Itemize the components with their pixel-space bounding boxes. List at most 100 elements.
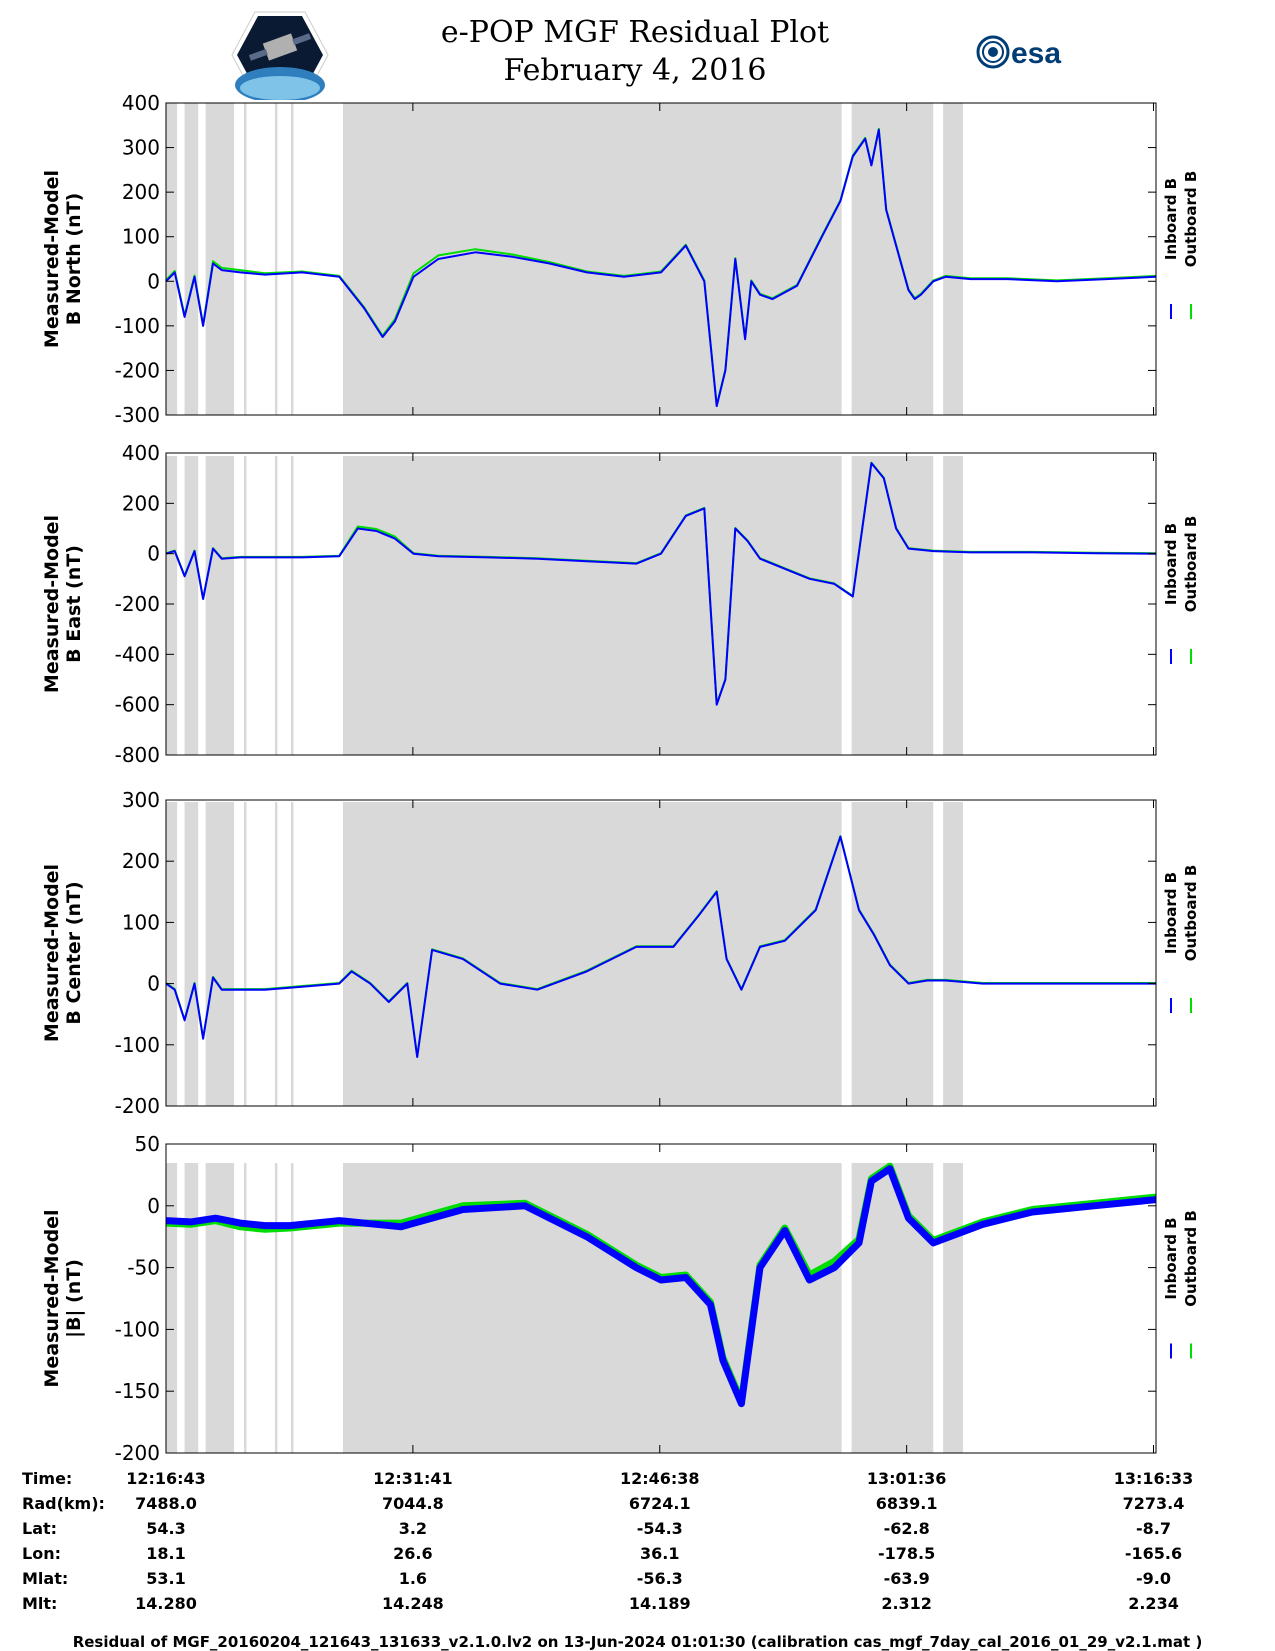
info-cell: -62.8	[884, 1519, 930, 1538]
info-cell: -9.0	[1136, 1569, 1171, 1588]
shaded-span	[943, 1163, 963, 1453]
shaded-span	[166, 103, 178, 415]
y-axis-label-line2: B East (nT)	[63, 545, 85, 663]
y-tick-label: 0	[147, 542, 160, 566]
y-tick-label: 100	[122, 910, 160, 934]
info-cell: 3.2	[399, 1519, 427, 1538]
legend-inboard-label: Inboard B	[1162, 178, 1180, 260]
info-cell: 6724.1	[629, 1494, 691, 1513]
y-tick-label: 200	[122, 180, 160, 204]
info-row-label: Rad(km):	[22, 1494, 105, 1513]
info-cell: 14.280	[135, 1594, 197, 1613]
inboard-series-line	[165, 462, 1157, 706]
shaded-span	[184, 1163, 199, 1453]
shaded-span	[851, 802, 934, 1106]
y-axis-label-line1: Measured-Model	[41, 515, 63, 693]
shaded-span	[205, 1163, 235, 1453]
y-tick-label: 0	[147, 1194, 160, 1218]
y-tick-label: -100	[115, 1033, 160, 1057]
shaded-span	[342, 1163, 842, 1453]
shaded-span	[166, 802, 178, 1106]
info-cell: 26.6	[393, 1544, 432, 1563]
axes-box	[165, 1143, 1157, 1454]
info-cell: 12:16:43	[126, 1469, 206, 1488]
y-tick-label: -50	[127, 1256, 160, 1280]
shaded-span	[166, 1163, 178, 1453]
info-cell: 53.1	[146, 1569, 185, 1588]
axes-box	[165, 102, 1157, 416]
info-cell: -54.3	[637, 1519, 683, 1538]
legend-outboard-label: Outboard B	[1182, 865, 1200, 962]
title-line: e-POP MGF Residual Plot	[440, 15, 830, 50]
info-cell: -56.3	[637, 1569, 683, 1588]
info-row-label: Lat:	[22, 1519, 57, 1538]
y-tick-label: 300	[122, 788, 160, 812]
y-tick-label: -100	[115, 1317, 160, 1341]
info-cell: 13:01:36	[867, 1469, 947, 1488]
y-tick-label: -600	[115, 693, 160, 717]
y-axis-label-line2: B North (nT)	[63, 193, 85, 326]
info-row-label: Lon:	[22, 1544, 61, 1563]
shaded-span	[290, 1163, 294, 1453]
shaded-span	[184, 456, 199, 755]
y-axis-label-line1: Measured-Model	[41, 1209, 63, 1387]
legend-inboard-label: Inboard B	[1162, 872, 1180, 954]
info-cell: 1.6	[399, 1569, 427, 1588]
info-cell: 2.234	[1128, 1594, 1179, 1613]
info-cell: 6839.1	[876, 1494, 938, 1513]
info-cell: 14.248	[382, 1594, 444, 1613]
info-cell: 36.1	[640, 1544, 679, 1563]
info-cell: 7044.8	[382, 1494, 444, 1513]
esa-logo: esa	[976, 35, 1061, 70]
info-cell: -63.9	[884, 1569, 930, 1588]
y-axis-label-line2: |B| (nT)	[63, 1259, 85, 1338]
y-tick-label: 200	[122, 849, 160, 873]
shaded-span	[184, 802, 199, 1106]
shaded-span	[205, 456, 235, 755]
plot-title: e-POP MGF Residual Plot February 4, 2016	[430, 14, 840, 90]
y-axis-label-line1: Measured-Model	[41, 170, 63, 348]
legend-inboard-label: Inboard B	[1162, 523, 1180, 605]
esa-logo-text: esa	[1011, 37, 1061, 70]
info-cell: 18.1	[146, 1544, 185, 1563]
legend-inboard-label: Inboard B	[1162, 1217, 1180, 1299]
shaded-span	[274, 103, 278, 415]
legend-outboard-label: Outboard B	[1182, 1210, 1200, 1307]
shaded-span	[290, 456, 294, 755]
shaded-span	[290, 802, 294, 1106]
info-cell: -8.7	[1136, 1519, 1171, 1538]
y-axis-label-line1: Measured-Model	[41, 864, 63, 1042]
inboard-series-line	[165, 1165, 1157, 1408]
legend-outboard-label: Outboard B	[1182, 171, 1200, 268]
shaded-span	[851, 103, 934, 415]
info-cell: 54.3	[146, 1519, 185, 1538]
y-tick-label: -200	[115, 592, 160, 616]
y-tick-label: 0	[147, 972, 160, 996]
date-line: February 4, 2016	[503, 53, 767, 88]
y-tick-label: -200	[115, 1441, 160, 1465]
shaded-span	[274, 1163, 278, 1453]
shaded-span	[851, 456, 934, 755]
footer-caption: Residual of MGF_20160204_121643_131633_v…	[72, 1633, 1203, 1651]
y-tick-label: -150	[115, 1379, 160, 1403]
shaded-span	[943, 103, 963, 415]
shaded-span	[943, 456, 963, 755]
shaded-span	[166, 456, 178, 755]
info-row-label: Mlat:	[22, 1569, 68, 1588]
shaded-span	[342, 802, 842, 1106]
y-tick-label: 200	[122, 491, 160, 515]
legend-outboard-label: Outboard B	[1182, 516, 1200, 613]
shaded-span	[243, 456, 247, 755]
shaded-span	[943, 802, 963, 1106]
shaded-span	[184, 103, 199, 415]
shaded-span	[290, 103, 294, 415]
y-tick-label: 50	[135, 1132, 160, 1156]
y-tick-label: 0	[147, 269, 160, 293]
y-tick-label: 300	[122, 136, 160, 160]
info-cell: 7488.0	[135, 1494, 197, 1513]
info-cell: -178.5	[878, 1544, 935, 1563]
y-tick-label: 100	[122, 225, 160, 249]
info-cell: 12:46:38	[620, 1469, 700, 1488]
axes-box	[165, 799, 1157, 1107]
